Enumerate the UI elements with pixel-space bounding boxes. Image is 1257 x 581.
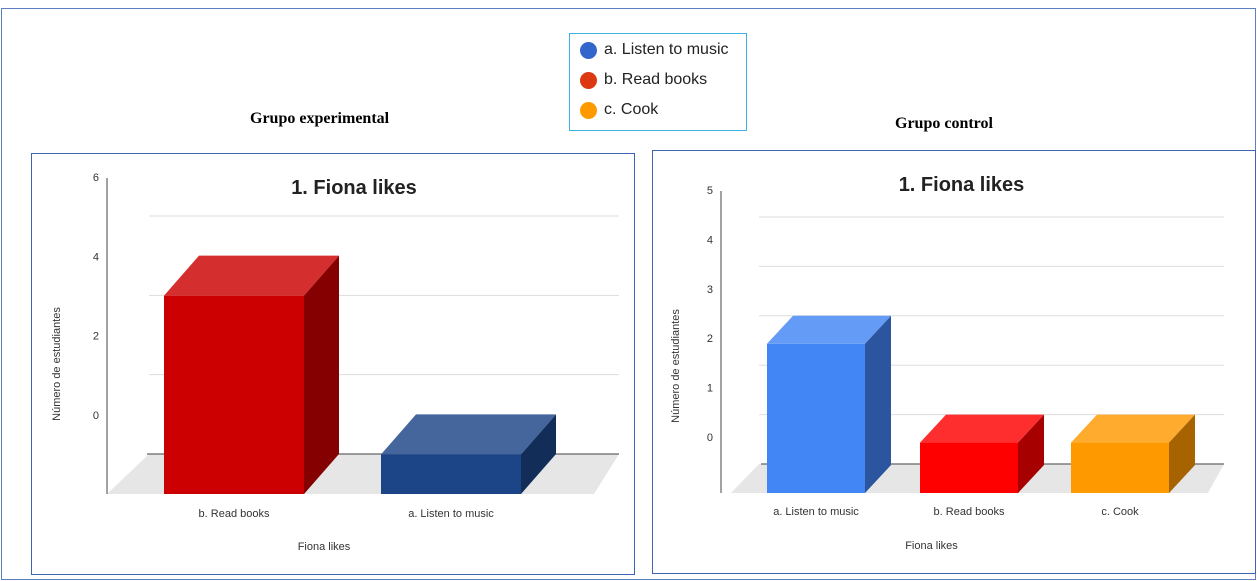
legend-item-read: b. Read books [580, 68, 707, 92]
bar-side-face [1018, 414, 1044, 493]
y-tick-label: 2 [93, 331, 99, 343]
legend-label: b. Read books [604, 71, 708, 88]
bar-side-face [304, 255, 339, 494]
x-axis-title: Fiona likes [298, 541, 351, 553]
bar-side-face [1169, 414, 1195, 493]
chart-experimental: 1. Fiona likes 0 2 4 6 b. Read books a. Listen… [51, 172, 619, 553]
bar-side-face [521, 414, 556, 494]
legend-swatch-icon [580, 41, 597, 59]
chart-panel-experimental: 1. Fiona likes 0 2 4 6 b. Read books a. Listen… [31, 153, 635, 575]
x-category-label: a. Listen to music [773, 506, 859, 518]
bar [767, 343, 865, 493]
bar [1071, 442, 1169, 493]
y-tick-label: 1 [707, 383, 713, 395]
y-tick-label: 4 [707, 234, 713, 246]
bar [164, 295, 304, 494]
group-title-experimental: Grupo experimental [250, 110, 390, 127]
legend-item-cook: c. Cook [580, 98, 658, 122]
legend-swatch-icon [580, 101, 597, 119]
legend-label: c. Cook [604, 101, 659, 118]
bar-top-face [164, 255, 339, 296]
chart-panel-control: 1. Fiona likes 0 1 2 3 4 5 a. Listen to music b.… [652, 150, 1256, 574]
y-axis-title: Número de estudiantes [51, 307, 63, 421]
bar-top-face [1071, 414, 1195, 443]
chart-control: 1. Fiona likes 0 1 2 3 4 5 a. Listen to music b.… [670, 174, 1224, 552]
x-category-label: a. Listen to music [408, 508, 494, 520]
legend: a. Listen to music b. Read books c. Cook [569, 33, 747, 131]
bar-side-face [865, 315, 891, 493]
y-tick-label: 2 [707, 333, 713, 345]
legend-item-listen: a. Listen to music [580, 38, 729, 62]
y-tick-label: 0 [707, 432, 713, 444]
y-tick-label: 0 [93, 410, 99, 422]
x-category-label: b. Read books [934, 506, 1005, 518]
bar-top-face [920, 414, 1044, 443]
bar-top-face [767, 315, 891, 344]
bar-top-face [381, 414, 556, 455]
y-tick-label: 5 [707, 185, 713, 197]
legend-swatch-icon [580, 71, 597, 89]
x-category-label: c. Cook [1101, 506, 1139, 518]
y-axis-title: Número de estudiantes [670, 309, 682, 423]
bar [920, 442, 1018, 493]
chart-title: 1. Fiona likes [899, 174, 1025, 196]
y-tick-label: 6 [93, 172, 99, 184]
group-title-control: Grupo control [895, 115, 993, 132]
y-tick-label: 4 [93, 251, 99, 263]
x-category-label: b. Read books [199, 508, 270, 520]
legend-label: a. Listen to music [604, 41, 729, 58]
chart-title: 1. Fiona likes [291, 177, 417, 199]
x-axis-title: Fiona likes [905, 540, 958, 552]
bar [381, 454, 521, 494]
y-tick-label: 3 [707, 284, 713, 296]
